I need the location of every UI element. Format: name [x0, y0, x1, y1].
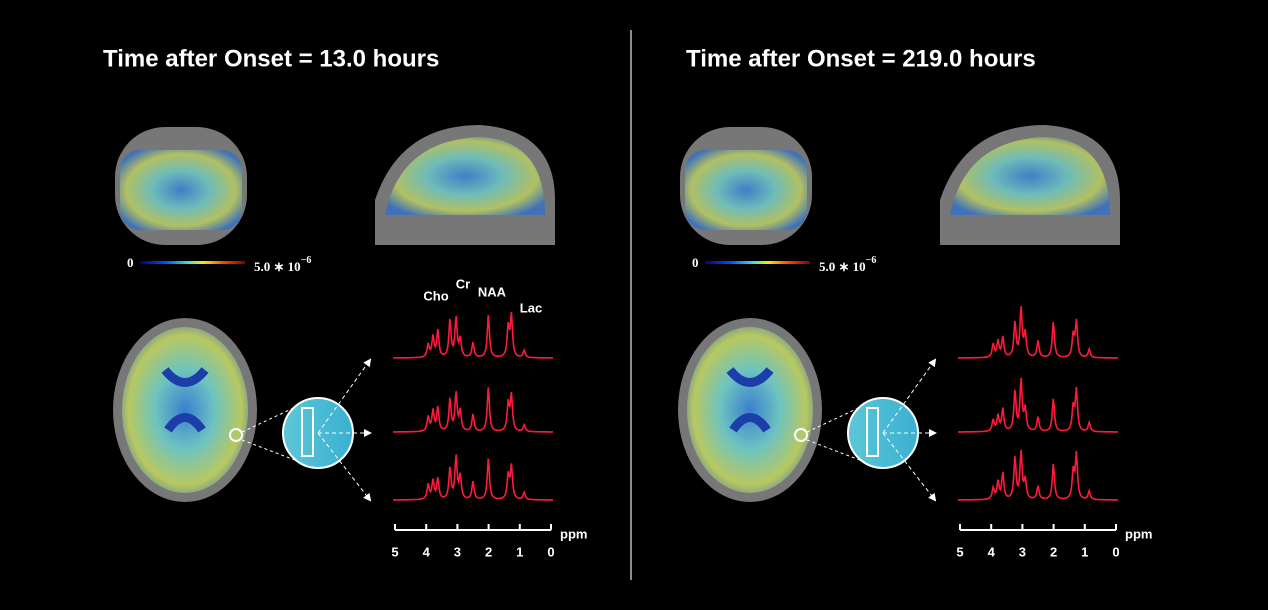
sagittal-overlay	[950, 137, 1110, 215]
axial-overlay	[122, 327, 248, 493]
voxel-box	[301, 407, 314, 457]
colorbar-min: 0	[692, 255, 699, 270]
ppm-tick-label: 3	[454, 544, 461, 559]
colorbar	[140, 261, 245, 264]
ppm-tick-label: 1	[516, 544, 523, 559]
ppm-tick-label: 2	[1050, 544, 1057, 559]
ppm-tick-label: 0	[1112, 544, 1119, 559]
spectrum	[958, 306, 1118, 359]
spectrum	[393, 454, 553, 501]
axial-overlay	[687, 327, 813, 493]
colorbar-max-exponent: −6	[301, 255, 312, 266]
arrow	[317, 358, 372, 434]
ppm-unit: ppm	[1125, 526, 1152, 541]
zoom-line	[241, 439, 301, 463]
colorbar-max: 5.0 ∗ 10−6	[819, 255, 876, 274]
ventricles	[726, 367, 774, 433]
coronal-overlay	[685, 150, 807, 230]
ppm-tick-label: 5	[956, 544, 963, 559]
arrow	[882, 432, 937, 502]
panel-title: Time after Onset = 219.0 hours	[686, 45, 1036, 72]
spectrum	[958, 449, 1118, 501]
ventricles	[161, 367, 209, 433]
ppm-tick-label: 1	[1081, 544, 1088, 559]
arrow	[317, 432, 372, 502]
coronal-overlay	[120, 150, 242, 230]
colorbar-max: 5.0 ∗ 10−6	[254, 255, 311, 274]
spectrum	[393, 312, 553, 359]
zoom-line	[241, 404, 301, 433]
panel: Time after Onset = 13.0 hours 0 5.0 ∗ 10−6…	[103, 45, 587, 559]
ppm-tick-label: 4	[423, 544, 431, 559]
colorbar	[705, 261, 810, 264]
peak-label: Cr	[456, 276, 470, 291]
ppm-tick-label: 2	[485, 544, 492, 559]
ppm-unit: ppm	[560, 526, 587, 541]
zoom-line	[806, 404, 866, 433]
spectrum	[393, 387, 553, 433]
voxel-marker	[229, 428, 243, 442]
colorbar-max-base: 5.0 ∗ 10	[254, 259, 301, 274]
panel: Time after Onset = 219.0 hours 0 5.0 ∗ 10−…	[678, 45, 1152, 559]
peak-label: NAA	[478, 284, 507, 299]
ppm-tick-label: 4	[988, 544, 996, 559]
peak-label: Lac	[520, 300, 542, 315]
panel-title: Time after Onset = 13.0 hours	[103, 45, 439, 72]
voxel-box	[866, 407, 879, 457]
ppm-tick-label: 5	[391, 544, 398, 559]
voxel-marker	[794, 428, 808, 442]
spectrum	[958, 377, 1118, 433]
arrow	[882, 358, 937, 434]
colorbar-max-base: 5.0 ∗ 10	[819, 259, 866, 274]
colorbar-min: 0	[127, 255, 134, 270]
sagittal-overlay	[385, 137, 545, 215]
peak-label: Cho	[423, 288, 448, 303]
zoom-line	[806, 439, 866, 463]
colorbar-max-exponent: −6	[866, 255, 877, 266]
ppm-tick-label: 3	[1019, 544, 1026, 559]
ppm-tick-label: 0	[547, 544, 554, 559]
